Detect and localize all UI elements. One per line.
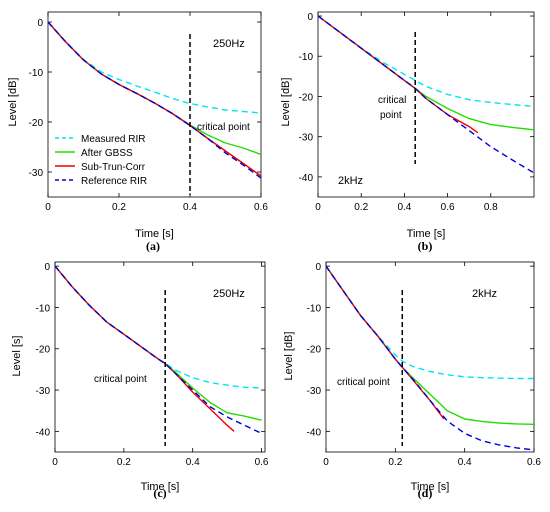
x-tick-label: 0.6	[527, 457, 541, 468]
panel-caption: (b)	[418, 239, 433, 253]
y-axis-label: Level [dB]	[280, 78, 292, 127]
x-tick-label: 0.2	[112, 202, 126, 213]
y-tick-label: 0	[307, 12, 313, 23]
series-line-reference-rir	[317, 15, 535, 174]
panel-b: 0 0.2 0.4 0.6 0.8 0 -10 -20 -30 -40 Time [s] Level …	[280, 11, 535, 253]
y-tick-label: -10	[36, 303, 51, 314]
panel-caption: (d)	[418, 486, 433, 500]
plot-frame	[325, 261, 535, 453]
legend: Measured RIR After GBSS Sub-Trun-Corr Refer…	[55, 134, 147, 187]
y-tick-label: 0	[44, 262, 50, 273]
legend-label: Sub-Trun-Corr	[81, 162, 146, 173]
panel-d: 0 0.2 0.4 0.6 0 -10 -20 -30 -40 Time [s] Level [dB…	[283, 261, 541, 500]
y-tick-label: -10	[307, 303, 322, 314]
panel-a: 0 0.2 0.4 0.6 0 -10 -20 -30 Time [s] Level [dB] 25…	[7, 11, 268, 253]
series-line-reference-rir	[325, 265, 535, 451]
x-tick-label: 0.8	[484, 202, 498, 213]
series-line-measured-rir	[47, 21, 262, 114]
y-tick-label: 0	[315, 262, 321, 273]
y-tick-label: -20	[36, 345, 51, 356]
x-tick-label: 0	[52, 457, 58, 468]
y-axis-label: Level [dB]	[7, 78, 19, 127]
x-tick-label: 0.6	[255, 457, 269, 468]
frequency-label: 250Hz	[213, 38, 245, 50]
y-tick-label: -20	[307, 345, 322, 356]
x-tick-label: 0.6	[254, 202, 268, 213]
x-tick-label: 0	[45, 202, 51, 213]
critical-point-label: point	[380, 110, 402, 121]
legend-label: After GBSS	[81, 148, 133, 159]
frequency-label: 2kHz	[338, 175, 363, 187]
plot-frame	[317, 11, 535, 198]
x-tick-label: 0.2	[354, 202, 368, 213]
x-axis-label: Time [s]	[135, 228, 174, 240]
x-tick-label: 0.4	[397, 202, 411, 213]
y-tick-label: -10	[299, 52, 314, 63]
series-line-reference-rir	[54, 265, 262, 435]
plot-frame	[47, 11, 262, 198]
x-tick-label: 0.4	[186, 457, 200, 468]
x-axis-label: Time [s]	[407, 228, 446, 240]
series-line-measured-rir	[54, 265, 262, 389]
x-tick-label: 0.2	[388, 457, 402, 468]
critical-point-label: critical point	[337, 377, 390, 388]
x-axis-label: Time [s]	[411, 481, 450, 493]
x-tick-label: 0.2	[117, 457, 131, 468]
y-tick-label: -30	[307, 386, 322, 397]
y-tick-label: -10	[29, 68, 44, 79]
frequency-label: 250Hz	[213, 288, 245, 300]
critical-point-label: critical point	[197, 122, 250, 133]
y-tick-label: -40	[299, 173, 314, 184]
y-tick-label: -20	[29, 118, 44, 129]
panel-caption: (c)	[153, 486, 166, 500]
x-tick-label: 0	[323, 457, 329, 468]
y-axis-label: Level [s]	[11, 336, 23, 377]
y-axis-label: Level [dB]	[283, 332, 295, 381]
series-line-after-gbss	[317, 15, 535, 131]
critical-point-label: critical	[378, 95, 406, 106]
panel-caption: (a)	[146, 239, 160, 253]
frequency-label: 2kHz	[472, 288, 497, 300]
x-axis-label: Time [s]	[141, 481, 180, 493]
series-line-reference-rir	[47, 21, 262, 179]
y-tick-label: -30	[29, 168, 44, 179]
critical-point-label: critical point	[94, 374, 147, 385]
panel-c: 0 0.2 0.4 0.6 0 -10 -20 -30 -40 Time [s] Level [s]…	[11, 261, 269, 500]
y-tick-label: 0	[37, 18, 43, 29]
y-tick-label: -20	[299, 92, 314, 103]
legend-label: Reference RIR	[81, 176, 147, 187]
series-line-measured-rir	[325, 265, 534, 380]
y-tick-label: -40	[307, 427, 322, 438]
y-tick-label: -30	[299, 133, 314, 144]
y-tick-label: -40	[36, 427, 51, 438]
x-tick-label: 0.6	[441, 202, 455, 213]
x-tick-label: 0.4	[458, 457, 472, 468]
x-tick-label: 0.4	[183, 202, 197, 213]
legend-label: Measured RIR	[81, 134, 145, 145]
series-line-measured-rir	[317, 15, 535, 108]
plot-frame	[54, 261, 266, 453]
x-tick-label: 0	[315, 202, 321, 213]
y-tick-label: -30	[36, 386, 51, 397]
